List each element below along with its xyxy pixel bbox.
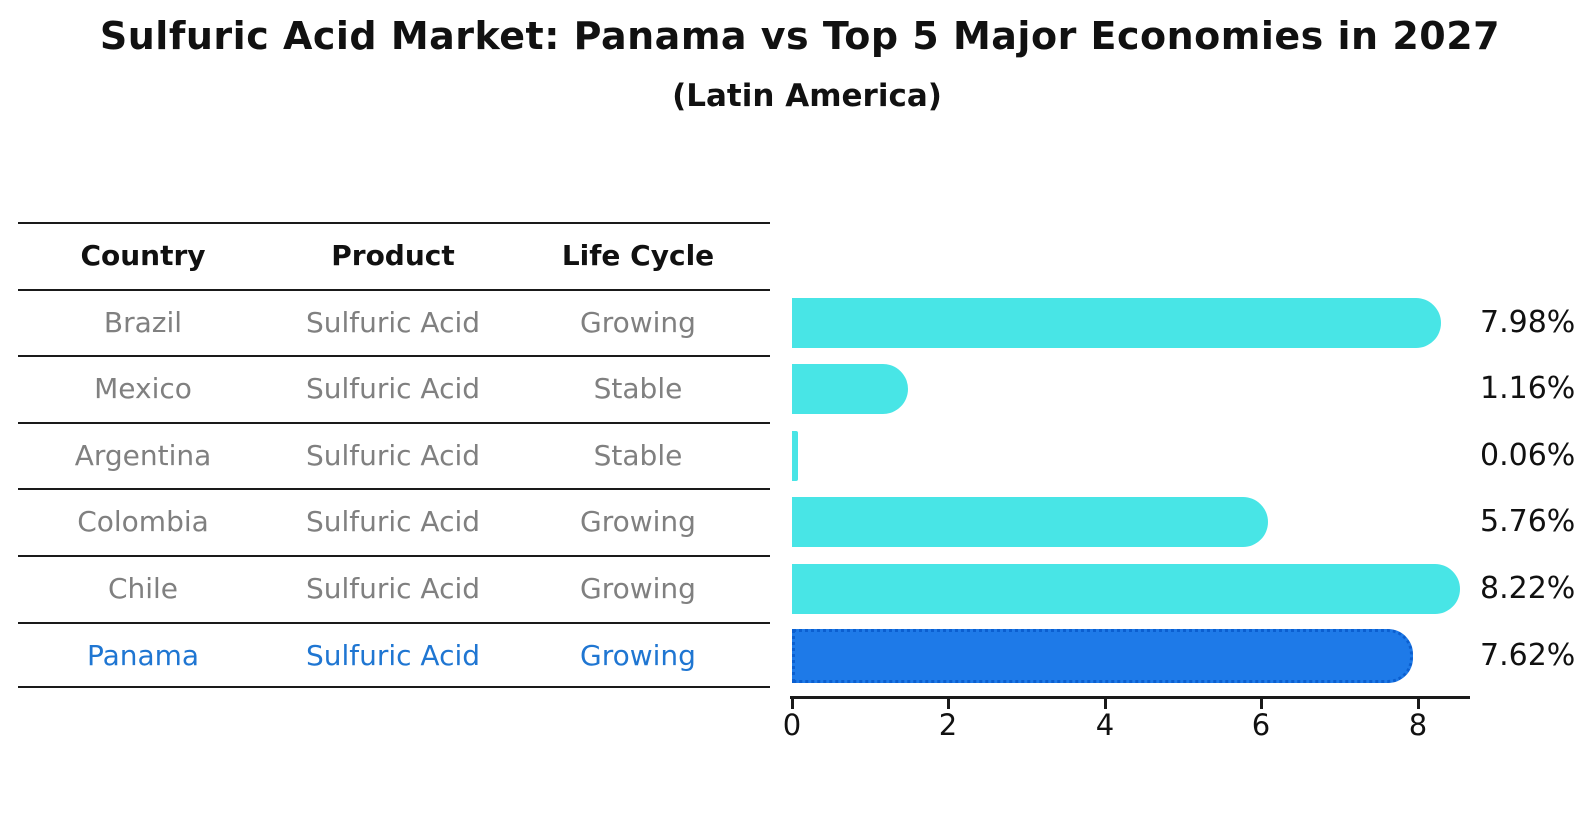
table-cell-country: Brazil: [103, 305, 183, 339]
x-axis-line: [790, 696, 1470, 699]
table-cell-product: Sulfuric Acid: [305, 438, 481, 472]
table-cell-life-cycle: Growing: [580, 305, 696, 339]
table-row: Mexico Sulfuric Acid Stable: [18, 355, 770, 422]
bar-chile: [792, 564, 1461, 614]
table-header-life-cycle: Life Cycle: [561, 239, 715, 272]
table-cell-life-cycle: Growing: [580, 571, 696, 605]
x-axis-tick: [791, 699, 794, 709]
table-cell-country: Colombia: [77, 505, 209, 539]
x-axis-tick-label: 2: [938, 708, 958, 742]
bar-mexico: [792, 364, 908, 414]
table-row: Brazil Sulfuric Acid Growing: [18, 288, 770, 356]
value-label-mexico: 1.16%: [1480, 371, 1576, 406]
x-axis-tick-label: 0: [782, 708, 802, 742]
table-cell-product: Sulfuric Acid: [305, 372, 481, 406]
table-cell-life-cycle: Growing: [580, 638, 696, 672]
table-cell-country: Argentina: [74, 438, 212, 472]
chart-subtitle: (Latin America): [672, 78, 942, 114]
table-cell-product: Sulfuric Acid: [305, 638, 481, 672]
x-axis-tick-label: 6: [1251, 708, 1271, 742]
table-row: Argentina Sulfuric Acid Stable: [18, 421, 770, 489]
table-cell-country: Chile: [107, 571, 179, 605]
x-axis-tick: [1260, 699, 1263, 709]
value-label-colombia: 5.76%: [1480, 504, 1576, 539]
bar-colombia: [792, 497, 1268, 547]
x-axis-tick: [1104, 699, 1107, 709]
table-row: Colombia Sulfuric Acid Growing: [18, 488, 770, 555]
table-cell-country: Panama: [86, 638, 200, 672]
value-label-brazil: 7.98%: [1480, 305, 1576, 340]
table-cell-life-cycle: Stable: [593, 372, 683, 406]
bar-brazil: [792, 298, 1442, 348]
table-row: Chile Sulfuric Acid Growing: [18, 554, 770, 622]
x-axis-tick: [947, 699, 950, 709]
table-header-country: Country: [80, 239, 206, 272]
table-header-product: Product: [331, 239, 455, 272]
bar-panama-highlighted: [792, 629, 1414, 683]
table-row-panama-highlight: Panama Sulfuric Acid Growing: [18, 621, 770, 689]
bar-argentina: [792, 431, 798, 481]
table-cell-product: Sulfuric Acid: [305, 571, 481, 605]
table-header-row: Country Product Life Cycle: [18, 222, 770, 289]
x-axis-tick-label: 8: [1408, 708, 1428, 742]
value-label-panama: 7.62%: [1480, 638, 1576, 673]
x-axis-tick-label: 4: [1095, 708, 1115, 742]
table-cell-product: Sulfuric Acid: [305, 505, 481, 539]
table-cell-product: Sulfuric Acid: [305, 305, 481, 339]
country-table: Country Product Life Cycle Brazil Sulfur…: [18, 222, 770, 689]
table-cell-life-cycle: Stable: [593, 438, 683, 472]
value-label-chile: 8.22%: [1480, 571, 1576, 606]
chart-title: Sulfuric Acid Market: Panama vs Top 5 Ma…: [99, 14, 1501, 58]
value-label-argentina: 0.06%: [1480, 438, 1576, 473]
x-axis-tick: [1417, 699, 1420, 709]
table-cell-country: Mexico: [94, 372, 192, 406]
table-cell-life-cycle: Growing: [580, 505, 696, 539]
